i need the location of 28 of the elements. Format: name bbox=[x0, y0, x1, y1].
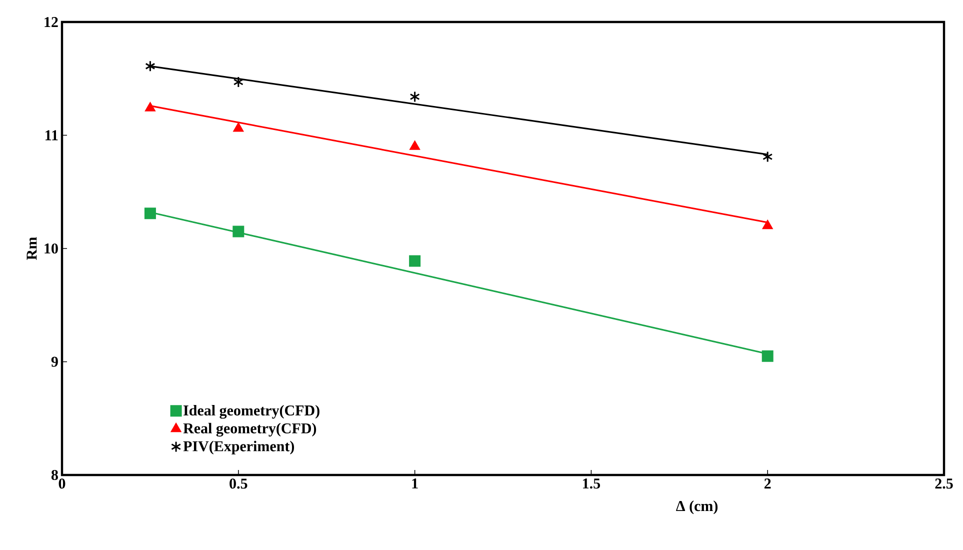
y-tick-label: 12 bbox=[44, 17, 58, 27]
point bbox=[145, 60, 156, 72]
x-tick-label: 0 bbox=[58, 478, 66, 489]
x-tick-label: 2.5 bbox=[935, 478, 953, 489]
legend-label: Ideal geometry(CFD) bbox=[184, 404, 320, 419]
y-tick-label: 9 bbox=[51, 356, 58, 367]
y-tick-label: 8 bbox=[51, 470, 58, 480]
point bbox=[409, 255, 421, 267]
x-tick-label: 1.5 bbox=[583, 478, 600, 489]
point bbox=[232, 226, 244, 238]
point bbox=[762, 220, 773, 230]
x-tick-label: 2 bbox=[764, 478, 771, 488]
point bbox=[233, 76, 244, 88]
x-axis-title: Δ (cm) bbox=[676, 500, 718, 514]
point bbox=[233, 122, 244, 132]
point bbox=[410, 140, 420, 150]
y-tick-label: 11 bbox=[46, 130, 58, 140]
legend-label: PIV(Experiment) bbox=[183, 440, 294, 454]
x-tick-label: 1 bbox=[412, 478, 418, 488]
y-axis-title: Rm bbox=[26, 237, 37, 260]
point bbox=[762, 151, 773, 163]
point bbox=[144, 208, 156, 220]
legend-label: Real geometry(CFD) bbox=[183, 422, 316, 437]
point bbox=[145, 102, 156, 112]
point bbox=[410, 91, 420, 102]
point bbox=[762, 350, 774, 362]
x-tick-label: 0.5 bbox=[230, 478, 248, 489]
y-tick-label: 10 bbox=[44, 243, 58, 254]
